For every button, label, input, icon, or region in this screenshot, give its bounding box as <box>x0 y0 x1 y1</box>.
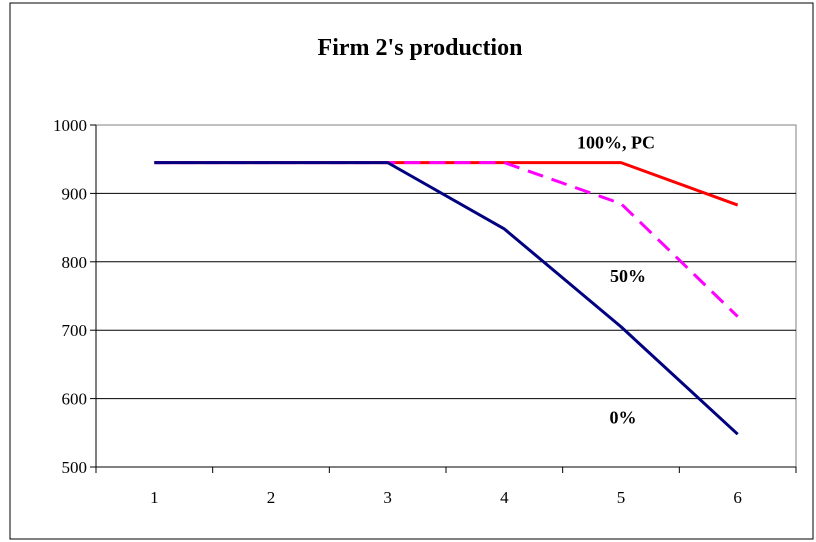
y-tick-label: 900 <box>62 184 88 203</box>
series-annotation: 0% <box>610 408 637 428</box>
x-tick-label: 3 <box>383 488 392 507</box>
x-tick-label: 2 <box>267 488 276 507</box>
x-tick-label: 5 <box>617 488 626 507</box>
plot-area <box>95 124 797 468</box>
x-tick-label: 1 <box>150 488 159 507</box>
gridlines <box>96 192 796 400</box>
series-line-0 <box>154 161 739 436</box>
y-tick-label: 500 <box>62 458 88 477</box>
series-lines <box>154 161 739 436</box>
y-tick-label: 1000 <box>53 116 87 135</box>
series-line-50 <box>154 161 739 318</box>
x-tick-label: 4 <box>500 488 509 507</box>
series-annotations: 100%, PC 50% 0% <box>577 133 655 428</box>
y-tick-label: 800 <box>62 253 88 272</box>
chart-title: Firm 2's production <box>318 35 523 61</box>
series-annotation: 50% <box>610 266 646 286</box>
axes: 500 600 700 800 900 1000 1 2 3 4 5 6 <box>53 116 797 507</box>
series-annotation: 100%, PC <box>577 133 655 153</box>
y-tick-label: 700 <box>62 321 88 340</box>
y-tick-label: 600 <box>62 390 88 409</box>
x-tick-label: 6 <box>733 488 742 507</box>
